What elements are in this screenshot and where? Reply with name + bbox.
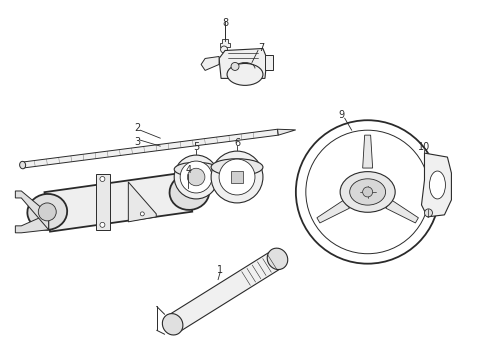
Polygon shape — [168, 251, 283, 333]
Ellipse shape — [429, 171, 445, 199]
Text: 1: 1 — [217, 265, 223, 275]
Polygon shape — [277, 129, 295, 135]
Ellipse shape — [350, 179, 386, 205]
Text: 3: 3 — [134, 137, 140, 147]
Circle shape — [219, 159, 255, 195]
Ellipse shape — [267, 248, 288, 270]
Ellipse shape — [162, 314, 183, 335]
Ellipse shape — [227, 63, 263, 85]
Ellipse shape — [27, 194, 67, 230]
Circle shape — [211, 151, 263, 203]
Polygon shape — [421, 153, 451, 217]
Circle shape — [424, 209, 433, 217]
Text: 8: 8 — [222, 18, 228, 28]
Circle shape — [140, 212, 144, 216]
Polygon shape — [15, 191, 49, 230]
Ellipse shape — [170, 174, 209, 210]
Polygon shape — [231, 171, 243, 183]
Circle shape — [174, 155, 218, 199]
Ellipse shape — [211, 159, 263, 176]
Text: 4: 4 — [185, 165, 191, 175]
Polygon shape — [97, 174, 110, 230]
Circle shape — [180, 161, 212, 193]
Text: 6: 6 — [234, 138, 240, 148]
Text: 5: 5 — [193, 142, 199, 152]
Circle shape — [363, 187, 372, 197]
Circle shape — [306, 130, 429, 254]
Polygon shape — [219, 49, 267, 78]
Polygon shape — [201, 57, 219, 71]
Ellipse shape — [340, 172, 395, 212]
Circle shape — [187, 168, 205, 186]
Ellipse shape — [20, 161, 25, 169]
Polygon shape — [45, 172, 192, 231]
Circle shape — [220, 46, 227, 53]
Polygon shape — [128, 182, 156, 222]
Text: 9: 9 — [339, 110, 345, 120]
Circle shape — [38, 203, 56, 221]
Polygon shape — [220, 39, 230, 46]
Text: 2: 2 — [134, 123, 141, 133]
Circle shape — [231, 62, 239, 71]
Polygon shape — [386, 199, 418, 223]
Circle shape — [100, 222, 105, 227]
Circle shape — [100, 176, 105, 181]
Circle shape — [296, 120, 440, 264]
Text: 10: 10 — [418, 142, 431, 152]
Polygon shape — [363, 135, 372, 168]
Polygon shape — [15, 214, 49, 233]
Text: 7: 7 — [258, 42, 264, 53]
Polygon shape — [317, 199, 349, 223]
Polygon shape — [265, 55, 273, 71]
Polygon shape — [22, 129, 278, 168]
Ellipse shape — [174, 162, 218, 176]
